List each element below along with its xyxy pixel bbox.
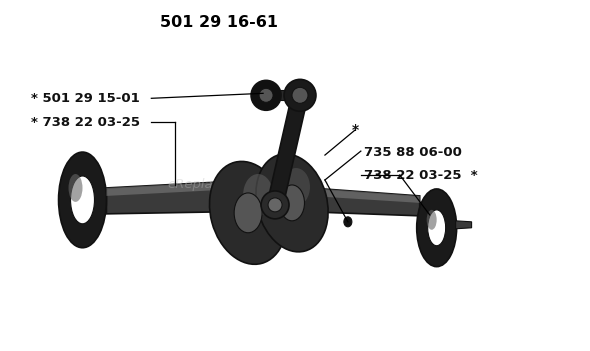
Ellipse shape (256, 154, 328, 252)
Ellipse shape (71, 176, 94, 224)
Text: 735 88 06-00: 735 88 06-00 (364, 146, 462, 159)
Polygon shape (267, 94, 308, 207)
Polygon shape (310, 188, 419, 216)
Ellipse shape (268, 198, 282, 212)
Ellipse shape (243, 174, 273, 216)
Ellipse shape (417, 189, 457, 267)
Ellipse shape (284, 79, 316, 111)
Ellipse shape (259, 88, 273, 102)
Ellipse shape (261, 191, 289, 219)
Text: 501 29 16-61: 501 29 16-61 (160, 15, 278, 30)
Polygon shape (106, 182, 220, 214)
Ellipse shape (58, 152, 106, 248)
Ellipse shape (427, 210, 437, 230)
Ellipse shape (282, 168, 310, 206)
Ellipse shape (344, 217, 352, 227)
Polygon shape (310, 188, 419, 203)
Ellipse shape (251, 80, 281, 110)
Ellipse shape (428, 210, 445, 246)
Ellipse shape (234, 193, 262, 233)
Ellipse shape (292, 87, 308, 103)
Polygon shape (280, 90, 286, 100)
Ellipse shape (280, 185, 304, 221)
Polygon shape (106, 182, 220, 196)
Text: 738 22 03-25  *: 738 22 03-25 * (364, 170, 477, 183)
Text: *: * (352, 123, 359, 137)
Ellipse shape (209, 161, 287, 264)
Text: eReplacementParts.com: eReplacementParts.com (167, 178, 329, 191)
Ellipse shape (68, 174, 83, 202)
Text: * 738 22 03-25: * 738 22 03-25 (31, 116, 140, 129)
Polygon shape (455, 221, 471, 229)
Text: * 501 29 15-01: * 501 29 15-01 (31, 92, 139, 105)
